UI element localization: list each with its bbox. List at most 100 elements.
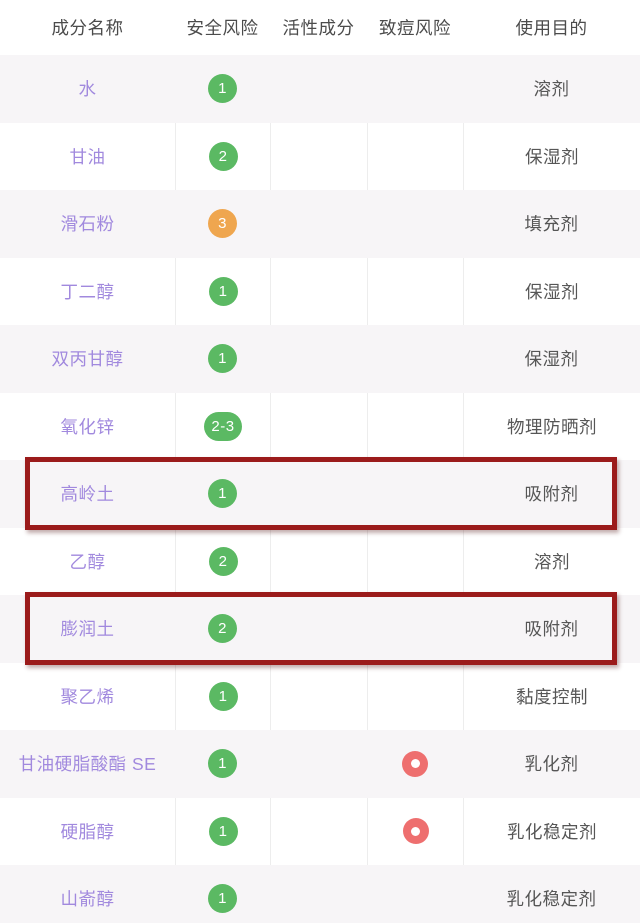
acne-risk-cell [367,190,463,258]
ingredient-name-cell: 高岭土 [0,460,175,528]
active-ingredient-cell [270,55,367,123]
safety-risk-badge: 1 [208,749,237,779]
usage-purpose-cell: 填充剂 [463,190,640,258]
usage-purpose-cell: 溶剂 [463,55,640,123]
usage-purpose-cell: 黏度控制 [463,662,640,730]
safety-risk-badge: 1 [208,479,237,509]
acne-risk-cell [367,527,463,595]
acne-risk-icon [402,750,428,777]
usage-purpose-label: 保湿剂 [525,281,579,302]
table-row[interactable]: 聚乙烯 1 黏度控制 [0,662,640,730]
ingredient-name-link[interactable]: 硬脂醇 [60,821,115,842]
acne-icon-hole [410,759,420,769]
safety-risk-badge: 1 [208,74,237,104]
ingredient-name-link[interactable]: 聚乙烯 [60,686,115,707]
active-ingredient-cell [270,865,367,923]
acne-risk-cell [367,797,463,865]
acne-risk-cell [367,325,463,393]
acne-risk-cell [367,392,463,460]
table-row[interactable]: 水 1 溶剂 [0,55,640,123]
active-ingredient-cell [270,460,367,528]
header-acne-risk: 致痘风险 [379,18,451,38]
active-ingredient-cell [270,392,367,460]
safety-risk-badge: 2 [208,546,238,576]
ingredient-name-link[interactable]: 甘油硬脂酸酯 SE [18,754,157,775]
ingredient-name-cell: 硬脂醇 [0,798,175,866]
ingredient-name-cell: 滑石粉 [0,190,175,258]
table-row[interactable]: 甘油 2 保湿剂 [0,122,640,191]
acne-risk-cell [367,257,463,325]
usage-purpose-label: 填充剂 [524,214,579,235]
usage-purpose-label: 黏度控制 [516,686,588,707]
safety-risk-badge: 1 [208,681,238,711]
ingredient-name-link[interactable]: 双丙甘醇 [51,349,124,370]
acne-icon-hole [411,826,420,836]
usage-purpose-cell: 溶剂 [463,527,640,595]
usage-purpose-cell: 保湿剂 [463,257,640,325]
ingredient-name-link[interactable]: 丁二醇 [60,281,115,302]
usage-purpose-label: 保湿剂 [524,349,579,370]
header-ingredient-name: 成分名称 [51,18,124,38]
usage-purpose-cell: 保湿剂 [463,325,640,393]
active-ingredient-cell [270,662,367,730]
acne-risk-cell [367,55,463,123]
table-row[interactable]: 膨润土 2 吸附剂 [0,592,640,665]
active-ingredient-cell [270,122,367,190]
safety-risk-badge: 2 [208,141,238,171]
safety-risk-badge: 1 [208,276,238,306]
ingredient-name-link[interactable]: 甘油 [69,146,106,167]
usage-purpose-cell: 保湿剂 [463,122,640,190]
usage-purpose-label: 溶剂 [533,79,570,100]
active-ingredient-cell [270,325,367,393]
active-ingredient-cell [270,730,367,798]
table-body: 水 1 溶剂 甘油 2 [0,55,640,923]
ingredient-name-link[interactable]: 膨润土 [60,619,115,640]
acne-risk-cell [367,122,463,190]
table-row[interactable]: 氧化锌 2-3 物理防晒剂 [0,392,640,460]
usage-purpose-cell: 乳化稳定剂 [463,865,640,923]
table-row[interactable]: 硬脂醇 1 乳化稳定剂 [0,797,640,866]
acne-risk-cell [367,730,463,798]
usage-purpose-label: 乳化剂 [524,754,579,775]
ingredient-name-cell: 甘油 [0,123,175,191]
safety-risk-cell: 1 [175,797,270,865]
safety-risk-cell: 1 [175,460,270,528]
table-row[interactable]: 丁二醇 1 保湿剂 [0,257,640,326]
safety-risk-cell: 1 [175,730,270,798]
table-row[interactable]: 高岭土 1 吸附剂 [0,457,640,530]
table-row[interactable]: 双丙甘醇 1 保湿剂 [0,325,640,393]
ingredient-name-cell: 膨润土 [0,595,175,663]
active-ingredient-cell [270,527,367,595]
ingredient-name-link[interactable]: 水 [78,79,97,100]
table-row[interactable]: 乙醇 2 溶剂 [0,527,640,596]
safety-risk-badge: 1 [208,884,237,914]
safety-risk-cell: 1 [175,865,270,923]
usage-purpose-label: 乳化稳定剂 [506,889,597,910]
ingredient-name-cell: 丁二醇 [0,258,175,326]
ingredient-name-link[interactable]: 氧化锌 [60,416,115,437]
safety-risk-cell: 1 [175,325,270,393]
ingredient-name-link[interactable]: 乙醇 [69,551,106,572]
active-ingredient-cell [270,797,367,865]
safety-risk-cell: 2 [175,527,270,595]
usage-purpose-label: 乳化稳定剂 [507,821,597,842]
safety-risk-badge: 1 [208,344,237,374]
table-row[interactable]: 甘油硬脂酸酯 SE 1 乳化剂 [0,730,640,798]
table-row[interactable]: 滑石粉 3 填充剂 [0,190,640,258]
ingredient-name-link[interactable]: 山嵛醇 [60,889,115,910]
safety-risk-cell: 2-3 [175,392,270,460]
usage-purpose-label: 吸附剂 [524,619,579,640]
ingredient-name-cell: 山嵛醇 [0,865,175,923]
usage-purpose-cell: 物理防晒剂 [463,392,640,460]
table-row[interactable]: 山嵛醇 1 乳化稳定剂 [0,865,640,923]
safety-risk-cell: 2 [175,122,270,190]
safety-risk-cell: 2 [175,595,270,663]
safety-risk-badge: 2-3 [204,411,242,441]
ingredient-name-cell: 水 [0,55,175,123]
ingredient-name-link[interactable]: 高岭土 [60,484,115,505]
ingredient-name-cell: 乙醇 [0,528,175,596]
safety-risk-cell: 1 [175,662,270,730]
ingredient-name-link[interactable]: 滑石粉 [60,214,115,235]
usage-purpose-cell: 吸附剂 [463,460,640,528]
safety-risk-cell: 3 [175,190,270,258]
